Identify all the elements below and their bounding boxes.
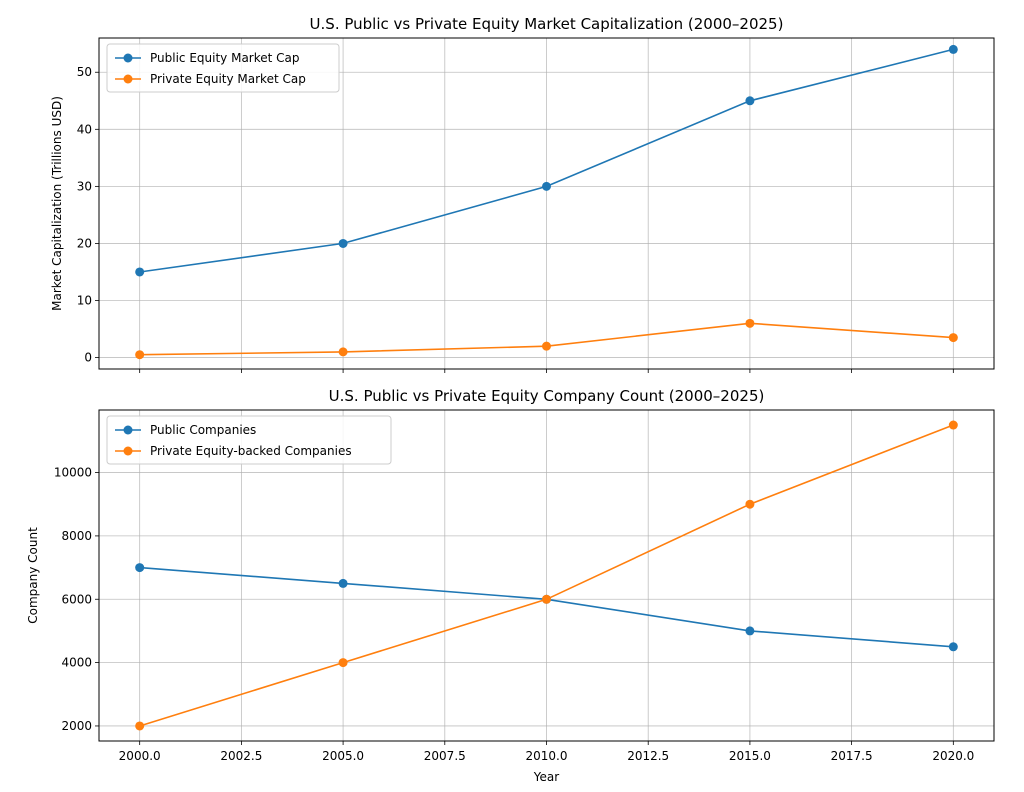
x-tick-label: 2012.5	[627, 749, 669, 763]
data-point	[745, 499, 755, 509]
y-tick-label: 10	[77, 294, 92, 308]
legend-marker	[123, 74, 133, 84]
legend-box	[106, 43, 340, 93]
x-tick-label: 2007.5	[424, 749, 466, 763]
data-point	[948, 44, 958, 54]
y-tick-label: 0	[84, 351, 92, 365]
y-tick-label: 2000	[61, 719, 92, 733]
data-point	[338, 347, 348, 357]
y-tick-label: 6000	[61, 592, 92, 606]
legend-marker	[123, 446, 133, 456]
legend-label: Public Companies	[150, 423, 256, 437]
data-point	[745, 318, 755, 328]
legend-marker	[123, 53, 133, 63]
x-tick-label: 2020.0	[932, 749, 974, 763]
data-point	[542, 181, 551, 191]
data-point	[135, 721, 145, 731]
x-tick-label: 2005.0	[322, 749, 364, 763]
data-point	[745, 96, 755, 106]
x-tick-label: 2017.5	[831, 749, 873, 763]
data-point	[542, 594, 551, 604]
data-point	[135, 563, 145, 573]
y-tick-label: 20	[77, 236, 92, 250]
legend-label: Public Equity Market Cap	[150, 51, 300, 65]
legend-marker	[123, 425, 133, 435]
legend: Public Companies Private Equity-backed Co…	[106, 415, 392, 465]
y-tick-label: 10000	[54, 466, 92, 480]
legend-label: Private Equity-backed Companies	[150, 444, 352, 458]
y-tick-label: 4000	[61, 656, 92, 670]
y-axis-label: Market Capitalization (Trillions USD)	[50, 96, 64, 311]
x-axis-label: Year	[533, 770, 559, 784]
chart-title: U.S. Public vs Private Equity Market Cap…	[310, 15, 784, 33]
x-tick-label: 2015.0	[729, 749, 771, 763]
legend: Public Equity Market Cap Private Equity M…	[106, 43, 340, 93]
plot-frame	[98, 409, 995, 742]
y-tick-label: 50	[77, 65, 92, 79]
legend-box	[106, 415, 392, 465]
x-tick-label: 2002.5	[220, 749, 262, 763]
data-point	[948, 642, 958, 652]
chart-title: U.S. Public vs Private Equity Company Co…	[329, 387, 765, 405]
data-point	[542, 341, 551, 351]
data-point	[948, 333, 958, 343]
x-tick-label: 2010.0	[526, 749, 568, 763]
legend-label: Private Equity Market Cap	[150, 72, 306, 86]
y-axis-label: Company Count	[26, 527, 40, 624]
data-point	[135, 267, 145, 277]
x-tick-label: 2000.0	[119, 749, 161, 763]
data-point	[338, 238, 348, 248]
y-tick-label: 40	[77, 122, 92, 136]
y-tick-label: 8000	[61, 529, 92, 543]
data-point	[338, 578, 348, 588]
chart-panel-1: 0 10 20 30 40 50 U.S. Public vs Private Equity…	[50, 15, 995, 373]
data-point	[745, 626, 755, 636]
data-point	[135, 350, 145, 360]
data-point	[338, 658, 348, 668]
data-point	[948, 420, 958, 430]
chart-panel-2: 2000.0 2002.5 2005.0 2007.5 2010.0 2012.5 2015…	[26, 387, 995, 784]
y-tick-label: 30	[77, 179, 92, 193]
plot-frame	[98, 37, 995, 370]
